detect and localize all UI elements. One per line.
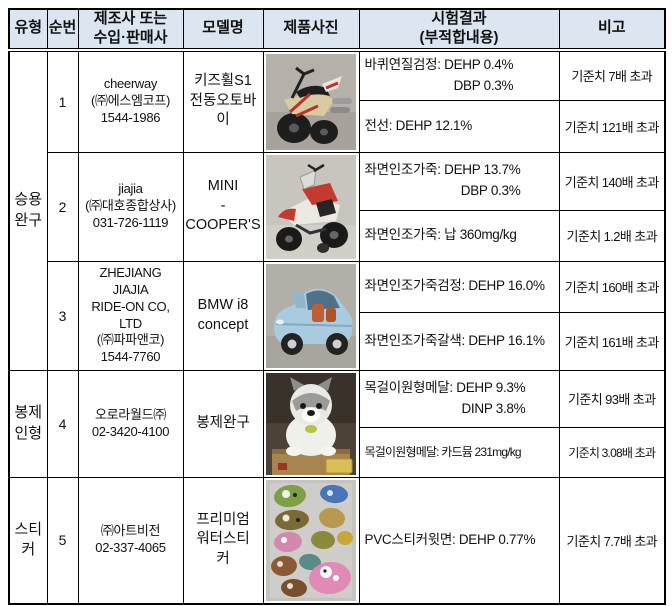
cell-manufacturer-2: jiajia (㈜대호종합상사) 031-726-1119	[77, 151, 184, 262]
test-result-line: 좌면인조가죽검정: DEHP 16.0%	[364, 278, 545, 294]
header-photo: 제품사진	[262, 8, 360, 52]
cell-note-3b: 기준치 161배 초과	[558, 311, 666, 371]
cell-model-1: 키즈휠S1 전동오토바이	[182, 49, 264, 153]
cell-test-result-3b: 좌면인조가죽갈색: DEHP 16.1%	[358, 311, 560, 371]
cell-note-2a: 기준치 140배 초과	[558, 151, 666, 212]
cell-note-5: 기준치 7.7배 초과	[558, 476, 666, 604]
product-photo-mini-coopers	[262, 151, 360, 262]
cell-manufacturer-1: cheerway (㈜에스엠코프) 1544-1986	[77, 49, 184, 153]
cell-manufacturer-4: 오로라월드㈜ 02-3420-4100	[77, 369, 184, 478]
test-result-text: 목걸이원형메달: 카드뮴 231mg/kg	[364, 443, 522, 462]
header-model: 모델명	[182, 8, 264, 52]
sticker-sheet-image	[266, 479, 356, 601]
test-result-text: 전선: DEHP 12.1%	[364, 116, 473, 137]
test-result-line: 바퀴연질검정: DEHP 0.4%	[364, 56, 514, 72]
cell-test-result-2a: 좌면인조가죽: DEHP 13.7% DBP 0.3%	[358, 151, 560, 212]
cell-type-plush-dolls: 봉제 인형	[8, 369, 48, 478]
cell-no-4: 4	[46, 369, 79, 478]
test-result-text: 좌면인조가죽검정: DEHP 16.0%	[365, 276, 545, 297]
test-result-line: DINP 3.8%	[461, 400, 526, 416]
test-result-text: 좌면인조가죽: 납 360mg/kg	[365, 225, 517, 246]
test-result-line: 목걸이원형메달: DEHP 9.3%	[364, 379, 526, 395]
test-result-line: PVC스티커윗면: DEHP 0.77%	[364, 531, 536, 547]
header-type: 유형	[8, 8, 48, 52]
product-photo-kids-wheel-s1	[262, 49, 360, 153]
cell-no-5: 5	[46, 476, 79, 604]
cell-note-4b: 기준치 3.08배 초과	[558, 427, 666, 478]
recall-table: 유형 순번 제조사 또는 수입·판매사 모델명 제품사진 시험결과 (부적합내용…	[8, 8, 666, 605]
test-result-line: 목걸이원형메달: 카드뮴 231mg/kg	[364, 444, 522, 459]
cell-note-1a: 기준치 7배 초과	[558, 48, 666, 102]
cell-manufacturer-3: ZHEJIANG JIAJIA RIDE-ON CO, LTD (㈜파파앤코) …	[77, 260, 184, 371]
test-result-text: 좌면인조가죽갈색: DEHP 16.1%	[365, 331, 545, 352]
header-row: 유형 순번 제조사 또는 수입·판매사 모델명 제품사진 시험결과 (부적합내용…	[8, 8, 666, 52]
table-row: 승용 완구 1 cheerway (㈜에스엠코프) 1544-1986 키즈휠S…	[8, 48, 666, 371]
cell-no-2: 2	[46, 151, 79, 262]
cell-test-result-1a: 바퀴연질검정: DEHP 0.4% DBP 0.3%	[358, 48, 560, 102]
toy-motorcycle-image	[266, 53, 356, 150]
header-result: 시험결과 (부적합내용)	[358, 8, 560, 52]
cell-manufacturer-5: ㈜아트비전 02-337-4065	[77, 476, 184, 604]
cell-model-2: MINI -COOPER'S	[182, 151, 264, 262]
product-photo-bmw-i8-concept	[262, 260, 360, 371]
table-row: 전선: DEHP 12.1% 기준치 121배 초과	[9, 100, 666, 153]
test-result-line: 좌면인조가죽: DEHP 13.7%	[364, 162, 521, 178]
cell-model-5: 프리미엄 워터스티 커	[182, 476, 264, 604]
table-row: 봉제 인형 4 오로라월드㈜ 02-3420-4100 봉제완구	[8, 369, 666, 478]
cell-test-result-4b: 목걸이원형메달: 카드뮴 231mg/kg	[358, 427, 560, 478]
cell-test-result-3a: 좌면인조가죽검정: DEHP 16.0%	[358, 260, 560, 313]
header-no: 순번	[46, 8, 79, 52]
test-result-line: 좌면인조가죽: 납 360mg/kg	[364, 227, 517, 243]
toy-car-image	[266, 263, 356, 368]
cell-test-result-4a: 목걸이원형메달: DEHP 9.3% DINP 3.8%	[358, 369, 560, 429]
test-result-text: PVC스티커윗면: DEHP 0.77%	[365, 530, 536, 551]
cell-no-3: 3	[46, 260, 79, 371]
cell-no-1: 1	[46, 49, 79, 153]
header-manufacturer: 제조사 또는 수입·판매사	[77, 8, 184, 52]
cell-type-stickers: 스티 커	[8, 476, 48, 604]
test-result-line: DBP 0.3%	[453, 77, 514, 93]
header-note: 비고	[558, 8, 666, 52]
table-row: 2 jiajia (㈜대호종합상사) 031-726-1119 MINI -CO…	[9, 151, 666, 262]
test-result-text: 바퀴연질검정: DEHP 0.4% DBP 0.3%	[365, 55, 514, 97]
cell-model-4: 봉제완구	[182, 369, 264, 478]
cell-test-result-1b: 전선: DEHP 12.1%	[358, 100, 560, 153]
test-result-line: 좌면인조가죽갈색: DEHP 16.1%	[364, 332, 545, 348]
toy-motorcycle-image	[266, 154, 356, 259]
table-row: 3 ZHEJIANG JIAJIA RIDE-ON CO, LTD (㈜파파앤코…	[9, 260, 666, 371]
product-photo-water-stickers	[262, 476, 360, 604]
test-result-line: 전선: DEHP 12.1%	[364, 117, 473, 133]
cell-note-3a: 기준치 160배 초과	[558, 260, 666, 313]
table-row: 목걸이원형메달: 카드뮴 231mg/kg 기준치 3.08배 초과	[9, 427, 666, 478]
product-photo-plush-toy	[262, 369, 360, 478]
cell-note-1b: 기준치 121배 초과	[558, 100, 666, 153]
test-result-text: 좌면인조가죽: DEHP 13.7% DBP 0.3%	[365, 160, 521, 202]
table-row: 좌면인조가죽갈색: DEHP 16.1% 기준치 161배 초과	[9, 311, 666, 371]
plush-dog-image	[266, 372, 356, 475]
test-result-text: 목걸이원형메달: DEHP 9.3% DINP 3.8%	[365, 378, 526, 420]
cell-test-result-2b: 좌면인조가죽: 납 360mg/kg	[358, 210, 560, 262]
cell-note-4a: 기준치 93배 초과	[558, 369, 666, 429]
cell-note-2b: 기준치 1.2배 초과	[558, 210, 666, 262]
cell-type-riding-toys: 승용 완구	[8, 49, 48, 371]
table-row: 스티 커 5 ㈜아트비전 02-337-4065 프리미엄 워터스티 커	[8, 476, 666, 604]
cell-model-3: BMW i8 concept	[182, 260, 264, 371]
test-result-line: DBP 0.3%	[460, 183, 521, 199]
table-row: 좌면인조가죽: 납 360mg/kg 기준치 1.2배 초과	[9, 210, 666, 262]
cell-test-result-5: PVC스티커윗면: DEHP 0.77%	[358, 476, 560, 604]
